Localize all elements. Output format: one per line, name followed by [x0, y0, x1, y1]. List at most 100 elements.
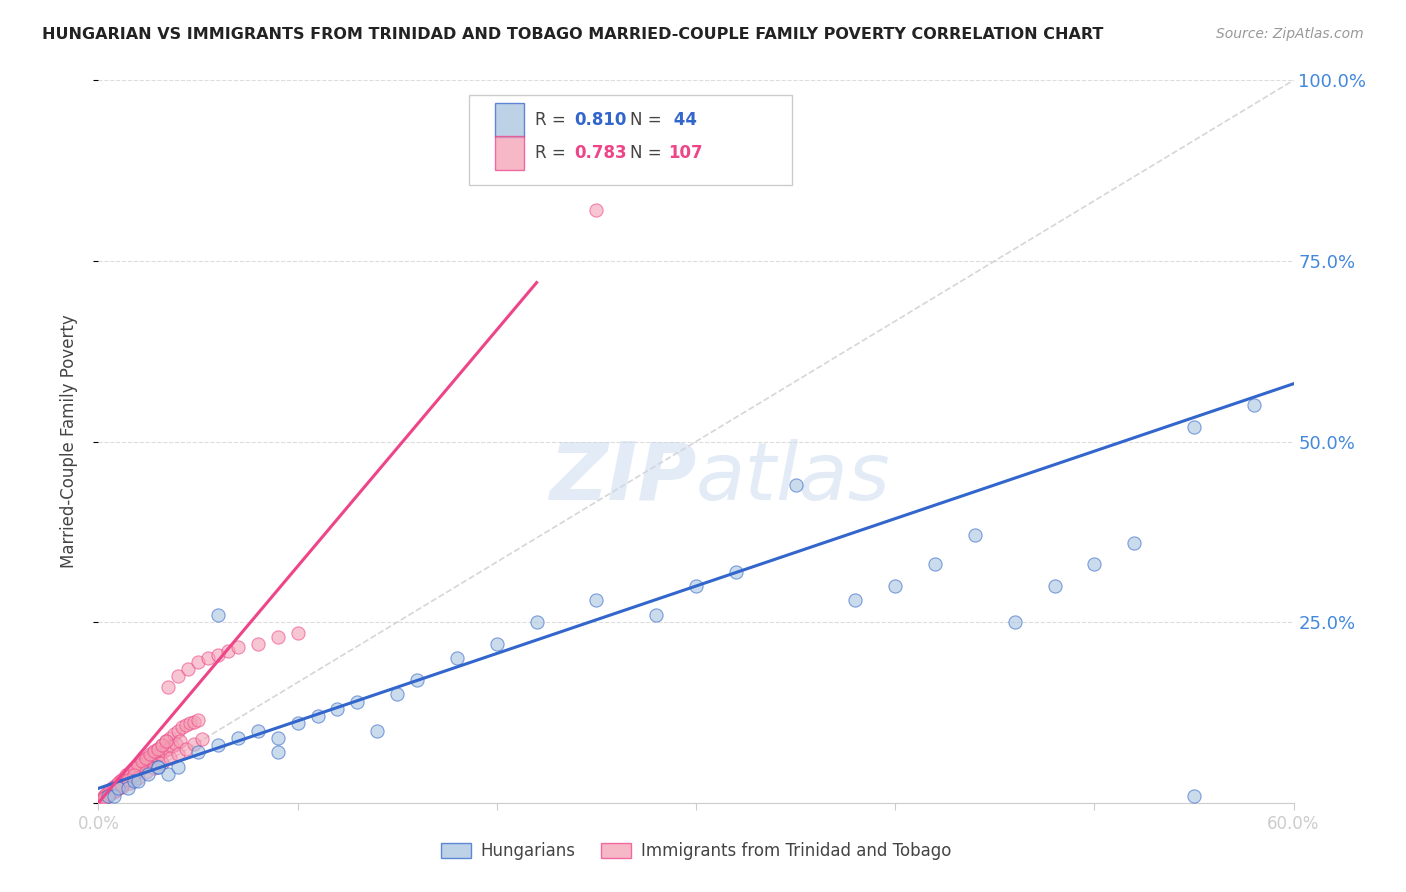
Point	[111, 774, 134, 789]
Point	[117, 768, 139, 782]
Point	[585, 203, 607, 218]
Point	[134, 756, 156, 770]
Point	[120, 775, 142, 789]
Point	[157, 741, 180, 756]
Point	[135, 765, 157, 780]
Text: N =: N =	[630, 111, 666, 129]
Point	[136, 754, 159, 768]
Point	[91, 792, 114, 806]
Point	[111, 780, 134, 794]
Point	[98, 787, 122, 801]
Point	[246, 637, 269, 651]
Point	[172, 720, 194, 734]
Point	[307, 709, 329, 723]
Point	[141, 747, 163, 761]
Y-axis label: Married-Couple Family Poverty: Married-Couple Family Poverty	[59, 315, 77, 568]
Point	[101, 781, 124, 796]
Point	[157, 767, 180, 781]
Point	[103, 781, 125, 796]
Text: R =: R =	[534, 144, 571, 161]
Point	[96, 790, 118, 805]
Point	[150, 738, 173, 752]
Point	[346, 695, 368, 709]
Point	[446, 651, 468, 665]
Point	[724, 565, 747, 579]
Point	[139, 748, 162, 763]
Point	[127, 774, 149, 789]
Point	[135, 752, 157, 766]
Point	[148, 741, 170, 756]
Point	[103, 785, 125, 799]
Point	[149, 747, 172, 761]
Point	[187, 745, 209, 759]
Point	[134, 754, 156, 768]
Point	[124, 768, 146, 782]
Point	[129, 758, 152, 772]
Point	[101, 782, 124, 797]
Point	[174, 741, 197, 756]
Point	[159, 731, 181, 745]
Point	[167, 723, 190, 738]
Text: 44: 44	[668, 111, 697, 129]
Point	[136, 767, 159, 781]
Point	[1182, 789, 1205, 803]
Point	[160, 739, 183, 754]
Point	[143, 761, 166, 775]
Point	[97, 787, 120, 801]
Point	[183, 714, 205, 729]
Point	[191, 732, 214, 747]
Text: 107: 107	[668, 144, 703, 161]
Point	[169, 734, 191, 748]
Point	[844, 593, 866, 607]
Text: 0.810: 0.810	[574, 111, 627, 129]
Point	[385, 687, 409, 701]
Point	[98, 782, 122, 797]
Text: R =: R =	[534, 111, 571, 129]
Point	[1182, 420, 1205, 434]
Point	[165, 737, 187, 751]
Point	[131, 754, 153, 768]
Point	[153, 744, 176, 758]
Point	[585, 593, 607, 607]
Point	[97, 785, 120, 799]
Point	[107, 781, 129, 796]
Point	[267, 630, 290, 644]
Point	[485, 637, 508, 651]
Point	[326, 702, 349, 716]
Point	[121, 765, 143, 780]
Point	[107, 775, 129, 789]
FancyBboxPatch shape	[495, 103, 524, 137]
Point	[117, 781, 139, 796]
Point	[105, 782, 128, 797]
Point	[139, 747, 162, 761]
Point	[163, 727, 186, 741]
Point	[177, 662, 200, 676]
FancyBboxPatch shape	[470, 95, 792, 185]
Point	[148, 760, 170, 774]
Point	[148, 760, 170, 774]
Text: Source: ZipAtlas.com: Source: ZipAtlas.com	[1216, 27, 1364, 41]
Point	[121, 764, 143, 778]
Text: 0.783: 0.783	[574, 144, 627, 161]
Point	[103, 789, 125, 803]
Point	[145, 748, 167, 763]
Point	[96, 787, 118, 801]
Point	[135, 751, 157, 765]
Point	[179, 716, 201, 731]
Point	[187, 655, 209, 669]
Point	[884, 579, 907, 593]
Point	[127, 758, 149, 772]
Text: ZIP: ZIP	[548, 439, 696, 516]
Point	[93, 790, 115, 805]
Point	[124, 761, 146, 775]
Point	[685, 579, 707, 593]
Point	[150, 738, 173, 752]
Point	[120, 767, 142, 781]
Point	[167, 669, 190, 683]
Point	[167, 747, 190, 761]
Point	[1243, 398, 1265, 412]
Point	[136, 751, 159, 765]
Point	[1083, 558, 1105, 572]
Point	[143, 745, 166, 759]
Point	[157, 680, 180, 694]
